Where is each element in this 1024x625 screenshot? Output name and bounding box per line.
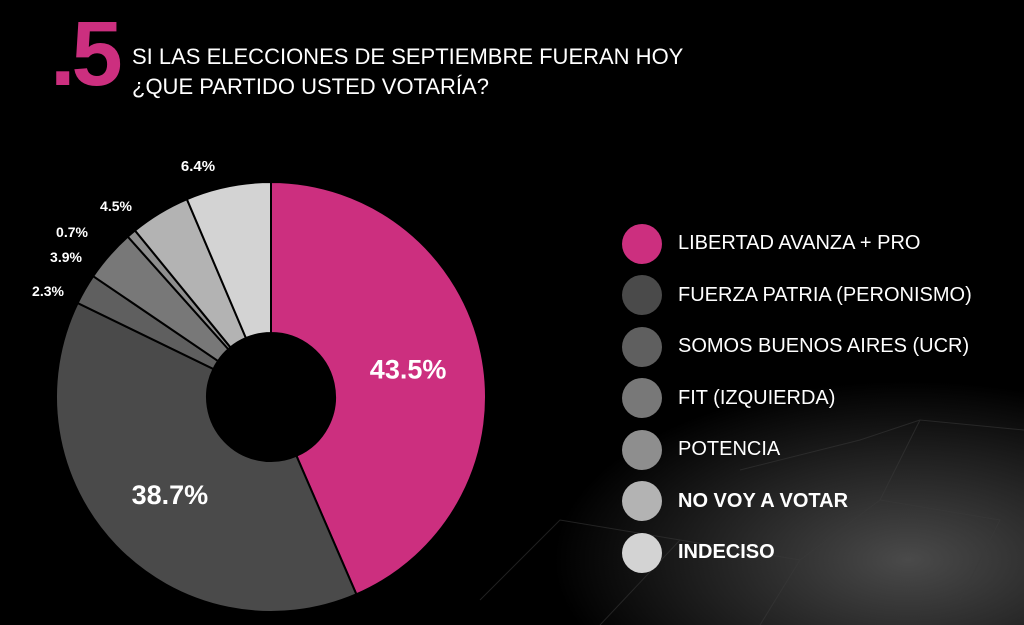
legend-item: POTENCIA [622, 424, 1017, 476]
chart-title: SI LAS ELECCIONES DE SEPTIEMBRE FUERAN H… [132, 42, 683, 102]
data-label-somos-buenos-aires-ucr: 2.3% [32, 283, 64, 299]
legend-item: NO VOY A VOTAR [622, 476, 1017, 528]
legend-label: NO VOY A VOTAR [678, 489, 849, 512]
slice-fuerza-patria-peronismo [55, 301, 358, 613]
data-label-potencia: 0.7% [56, 224, 88, 240]
data-label-fit-izquierda: 3.9% [50, 249, 82, 265]
legend-swatch [622, 532, 662, 573]
legend-label: SOMOS BUENOS AIRES (UCR) [678, 335, 970, 358]
legend-item: INDECISO [622, 527, 1017, 579]
data-label-fuerza-patria-peronismo: 38.7% [132, 480, 209, 510]
legend-label: FIT (IZQUIERDA) [678, 386, 836, 409]
legend-label: INDECISO [678, 541, 775, 564]
legend-swatch [622, 429, 662, 470]
question-number: .5 [50, 3, 123, 105]
legend-swatch [622, 223, 662, 264]
legend-swatch [622, 481, 662, 522]
legend-label: FUERZA PATRIA (PERONISMO) [678, 283, 972, 306]
data-label-no-voy-a-votar: 4.5% [100, 198, 132, 214]
slice-indeciso [185, 180, 272, 340]
title-line-2: ¿QUE PARTIDO USTED VOTARÍA? [132, 74, 489, 99]
slice-libertad-avanza-pro [270, 180, 487, 596]
legend-swatch [622, 326, 662, 367]
legend-item: FIT (IZQUIERDA) [622, 373, 1017, 425]
legend-swatch [622, 378, 662, 419]
legend: LIBERTAD AVANZA + PRO FUERZA PATRIA (PERO… [622, 218, 1017, 579]
legend-label: POTENCIA [678, 438, 781, 461]
legend-item: SOMOS BUENOS AIRES (UCR) [622, 321, 1017, 373]
title-line-1: SI LAS ELECCIONES DE SEPTIEMBRE FUERAN H… [132, 44, 684, 69]
data-label-libertad-avanza-pro: 43.5% [370, 355, 447, 385]
legend-label: LIBERTAD AVANZA + PRO [678, 232, 921, 255]
data-label-indeciso: 6.4% [181, 158, 215, 175]
legend-swatch [622, 275, 662, 316]
legend-item: FUERZA PATRIA (PERONISMO) [622, 270, 1017, 322]
legend-item: LIBERTAD AVANZA + PRO [622, 218, 1017, 270]
